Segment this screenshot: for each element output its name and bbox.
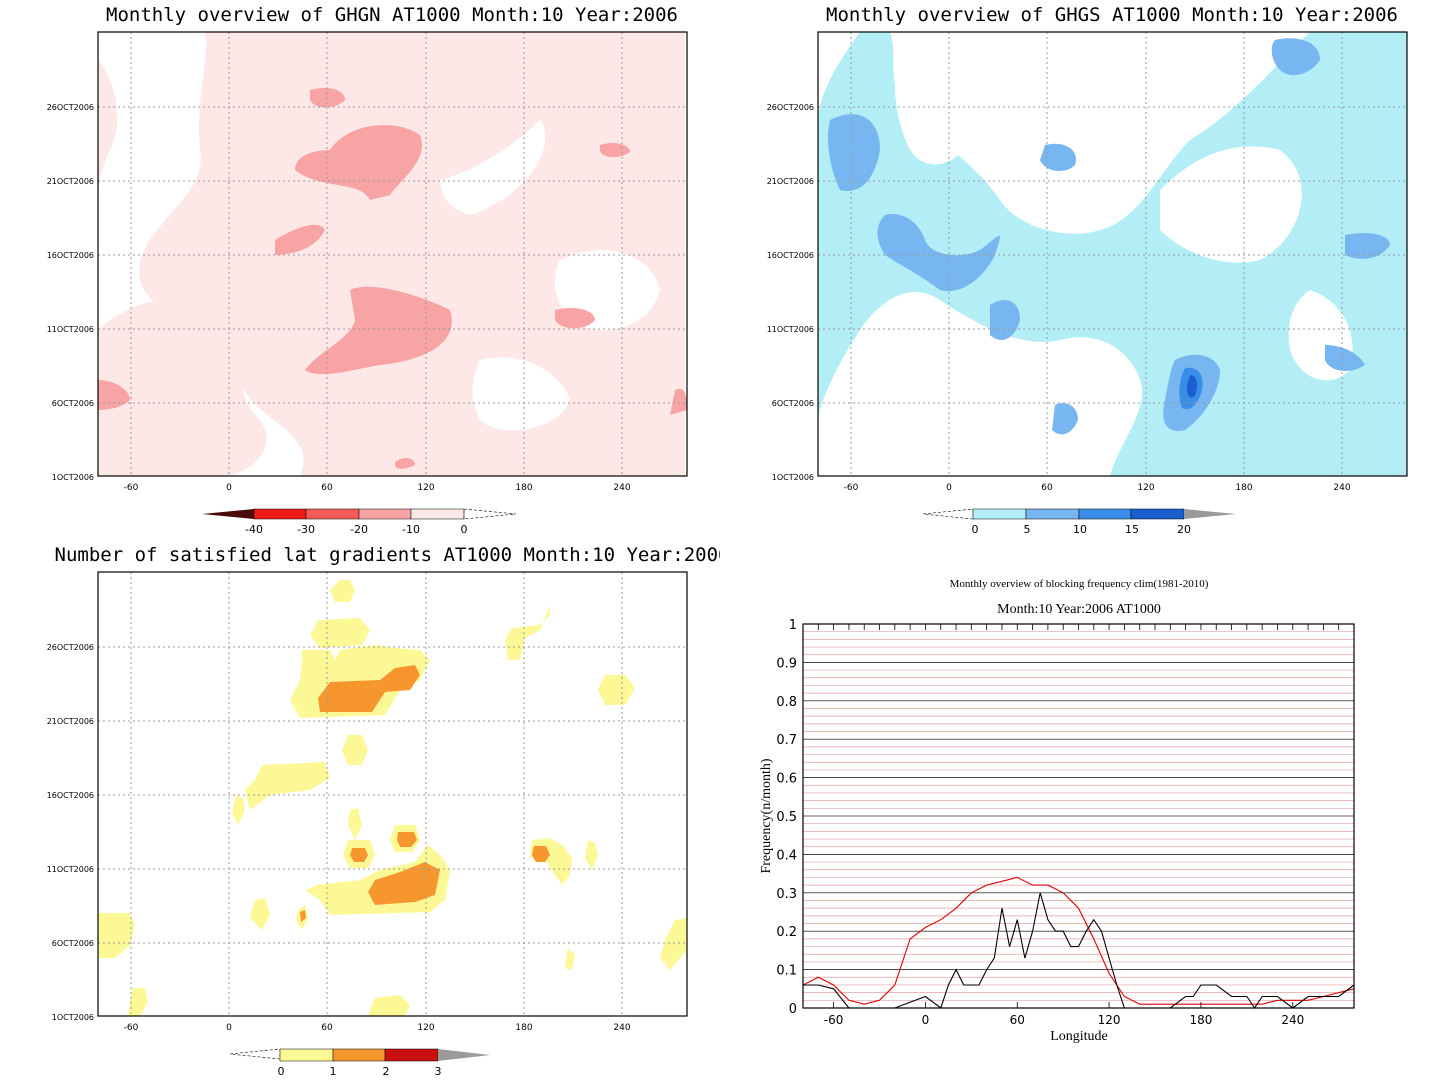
ghgn-panel: Monthly overview of GHGN AT1000 Month:10…	[0, 0, 720, 544]
y-tick-label: 0.6	[776, 772, 797, 787]
y-tick-label: 0.1	[776, 964, 797, 979]
x-tick-label: -60	[124, 1023, 139, 1033]
y-tick-label: 16OCT2006	[47, 791, 94, 800]
y-tick-label: 0.2	[776, 925, 797, 940]
x-tick-label: 240	[613, 483, 630, 493]
y-tick-label: 0.5	[776, 810, 797, 825]
x-tick-label: 240	[1333, 483, 1350, 493]
x-tick-label: -60	[824, 1013, 844, 1027]
ghgs-gridlines	[818, 32, 1407, 476]
y-tick-label: 1	[789, 618, 797, 633]
y-tick-label: 26OCT2006	[767, 103, 814, 112]
y-tick-label: 26OCT2006	[47, 103, 94, 112]
x-axis: -60 0 60 120 180 240	[824, 1002, 1304, 1027]
y-tick-label: 21OCT2006	[47, 717, 94, 726]
y-tick-label: 16OCT2006	[767, 251, 814, 260]
x-tick-label: -60	[844, 483, 859, 493]
colorbar-label: 5	[1024, 523, 1031, 536]
ghgn-hovmoller-plot: Monthly overview of GHGN AT1000 Month:10…	[47, 4, 688, 536]
colorbar-label: -10	[402, 523, 420, 536]
x-tick-label: 180	[515, 483, 532, 493]
x-axis-label: Longitude	[1050, 1029, 1108, 1044]
y-tick-label: 6OCT2006	[52, 399, 94, 408]
colorbar-label: -30	[297, 523, 315, 536]
ghgs-title: Monthly overview of GHGS AT1000 Month:10…	[826, 4, 1398, 26]
series-line-0	[802, 876, 1355, 1005]
y-tick-label: 26OCT2006	[47, 643, 94, 652]
x-tick-label: 60	[1010, 1013, 1025, 1027]
chart-subtitle: Month:10 Year:2006 AT1000	[997, 602, 1161, 617]
y-tick-label: 0.9	[776, 656, 797, 671]
y-tick-label: 11OCT2006	[47, 325, 94, 334]
colorbar-label: -40	[245, 523, 263, 536]
x-tick-label: 240	[1281, 1013, 1304, 1027]
lat-gradients-contour-fills	[98, 580, 687, 1016]
colorbar-label: 0	[972, 523, 979, 536]
lat-gradients-title: Number of satisfied lat gradients AT1000…	[55, 544, 720, 566]
chart-title: Monthly overview of blocking frequency c…	[950, 578, 1209, 590]
lat-gradients-hovmoller-plot: Number of satisfied lat gradients AT1000…	[47, 544, 730, 1078]
x-tick-label: 180	[515, 1023, 532, 1033]
x-tick-label: 180	[1189, 1013, 1212, 1027]
colorbar-label: 15	[1125, 523, 1139, 536]
colorbar-label: 10	[1073, 523, 1087, 536]
y-tick-label: 16OCT2006	[47, 251, 94, 260]
blocking-frequency-panel: Monthly overview of blocking frequency c…	[720, 540, 1440, 1084]
x-tick-label: 60	[1041, 483, 1053, 493]
y-tick-label: 21OCT2006	[767, 177, 814, 186]
lat-gradients-panel: Number of satisfied lat gradients AT1000…	[0, 540, 730, 1084]
colorbar-label: 0	[278, 1065, 285, 1078]
x-tick-label: 0	[226, 1023, 232, 1033]
x-tick-label: 180	[1235, 483, 1252, 493]
y-tick-label: 11OCT2006	[767, 325, 814, 334]
x-tick-label: 60	[321, 1023, 333, 1033]
y-tick-label: 6OCT2006	[772, 399, 814, 408]
y-tick-label: 0.4	[776, 848, 797, 863]
ghgn-gridlines	[98, 32, 687, 476]
x-tick-label: 120	[417, 483, 434, 493]
x-tick-label: 240	[613, 1023, 630, 1033]
ghgn-colorbar: -40 -30 -20 -10 0	[202, 508, 517, 536]
y-tick-label: 11OCT2006	[47, 865, 94, 874]
x-tick-label: 0	[922, 1013, 930, 1027]
blocking-frequency-line-chart: Monthly overview of blocking frequency c…	[759, 578, 1355, 1044]
y-tick-label: 21OCT2006	[47, 177, 94, 186]
y-tick-label: 1OCT2006	[52, 1013, 94, 1022]
x-tick-label: 120	[1098, 1013, 1121, 1027]
colorbar-label: -20	[350, 523, 368, 536]
x-tick-label: 120	[417, 1023, 434, 1033]
chart-series	[802, 876, 1355, 1009]
colorbar-label: 20	[1177, 523, 1191, 536]
y-tick-label: 0.8	[776, 695, 797, 710]
series-line-1	[803, 892, 1355, 1009]
colorbar-label: 0	[461, 523, 468, 536]
ghgn-contour-fills	[98, 32, 687, 476]
x-tick-label: 0	[946, 483, 952, 493]
colorbar-label: 1	[330, 1065, 337, 1078]
x-tick-label: 60	[321, 483, 333, 493]
ghgs-colorbar: 0 5 10 15 20	[922, 508, 1236, 536]
y-tick-label: 6OCT2006	[52, 939, 94, 948]
x-tick-label: 0	[226, 483, 232, 493]
lat-gradients-colorbar: 0 1 2 3	[229, 1048, 490, 1078]
colorbar-label: 2	[383, 1065, 390, 1078]
y-axis-label: Frequency(n/month)	[759, 758, 774, 873]
x-tick-label: -60	[124, 483, 139, 493]
plot-frame	[802, 623, 1355, 1009]
y-tick-label: 1OCT2006	[52, 473, 94, 482]
y-axis: 0 0.1 0.2 0.3 0.4 0.5 0.6 0.7 0.8 0.9 1	[776, 618, 797, 1017]
x-tick-label: 120	[1137, 483, 1154, 493]
ghgs-hovmoller-plot: Monthly overview of GHGS AT1000 Month:10…	[767, 4, 1408, 536]
lat-gradients-gridlines	[98, 572, 687, 1016]
y-tick-label: 0	[789, 1002, 797, 1017]
ghgn-title: Monthly overview of GHGN AT1000 Month:10…	[106, 4, 678, 26]
chart-gridlines	[802, 623, 1355, 1009]
ghgs-panel: Monthly overview of GHGS AT1000 Month:10…	[720, 0, 1440, 544]
y-tick-label: 0.3	[776, 887, 797, 902]
y-tick-label: 0.7	[776, 733, 797, 748]
y-tick-label: 1OCT2006	[772, 473, 814, 482]
ghgs-contour-fills	[818, 32, 1407, 476]
colorbar-label: 3	[435, 1065, 442, 1078]
